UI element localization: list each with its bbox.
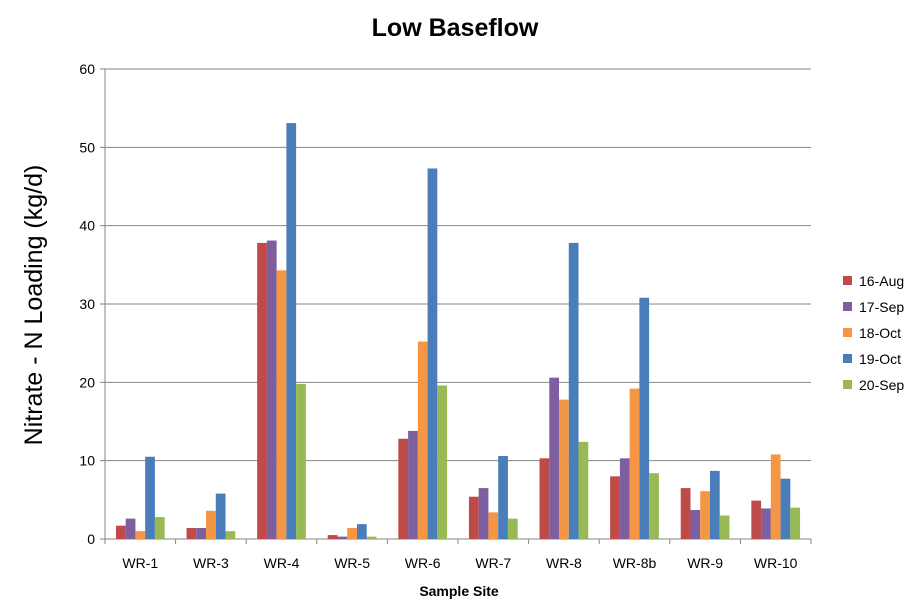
x-tick-label: WR-4 (264, 555, 300, 571)
bar-16-Aug-WR-5 (327, 535, 338, 539)
bar-17-Sep-WR-3 (196, 528, 207, 539)
y-tick-label: 0 (87, 531, 95, 547)
y-tick-label: 40 (79, 218, 95, 234)
bar-20-Sep-WR-1 (154, 517, 165, 539)
axes (100, 68, 812, 544)
bar-18-Oct-WR-7 (488, 512, 499, 539)
bar-19-Oct-WR-4 (286, 123, 297, 540)
bar-17-Sep-WR-4 (266, 240, 277, 540)
bar-20-Sep-WR-6 (437, 385, 448, 539)
bar-20-Sep-WR-5 (366, 536, 377, 539)
bar-18-Oct-WR-5 (347, 528, 357, 539)
bar-16-Aug-WR-9 (680, 488, 691, 539)
bar-17-Sep-WR-9 (690, 510, 701, 539)
legend-swatch (843, 276, 852, 285)
bar-16-Aug-WR-1 (115, 525, 126, 539)
bar-19-Oct-WR-6 (427, 168, 438, 539)
legend-label: 17-Sep (859, 299, 904, 315)
x-tick-label: WR-6 (405, 555, 441, 571)
y-tick-label: 60 (79, 61, 95, 77)
bar-19-Oct-WR-1 (145, 456, 155, 539)
legend-label: 16-Aug (859, 273, 904, 289)
bar-20-Sep-WR-10 (790, 507, 801, 539)
x-tick-label: WR-10 (754, 555, 798, 571)
chart-title: Low Baseflow (372, 14, 539, 42)
x-tick-label: WR-1 (122, 555, 158, 571)
tick-labels: 0 10 20 30 40 50 60 WR-1 WR-3 WR-4 WR-5 WR-6 WR-7 WR-… (79, 61, 797, 571)
bar-16-Aug-WR-4 (257, 242, 267, 539)
bar-17-Sep-WR-10 (761, 508, 771, 539)
bar-20-Sep-WR-7 (507, 518, 518, 539)
bar-19-Oct-WR-8b (639, 297, 650, 539)
gridlines (105, 68, 811, 462)
bar-16-Aug-WR-7 (468, 496, 479, 539)
bar-19-Oct-WR-8 (568, 242, 579, 539)
bar-17-Sep-WR-8b (619, 458, 630, 539)
bar-17-Sep-WR-7 (478, 488, 489, 539)
legend-swatch (843, 302, 852, 311)
x-tick-label: WR-5 (334, 555, 370, 571)
bar-16-Aug-WR-8 (539, 458, 550, 539)
legend-label: 19-Oct (859, 351, 901, 367)
bar-19-Oct-WR-10 (780, 478, 791, 539)
bar-18-Oct-WR-8 (559, 399, 569, 539)
x-tick-label: WR-8 (546, 555, 582, 571)
x-tick-label: WR-7 (475, 555, 511, 571)
bar-20-Sep-WR-8b (649, 473, 659, 539)
bar-18-Oct-WR-4 (276, 270, 287, 539)
legend-swatch (843, 380, 852, 389)
bar-18-Oct-WR-10 (770, 454, 781, 539)
bar-20-Sep-WR-9 (719, 515, 730, 539)
bar-18-Oct-WR-1 (135, 531, 146, 539)
legend-swatch (843, 328, 852, 337)
bar-20-Sep-WR-4 (296, 383, 306, 539)
bar-19-Oct-WR-7 (498, 455, 508, 539)
legend-swatch (843, 354, 852, 363)
y-axis-label: Nitrate - N Loading (kg/d) (20, 165, 48, 446)
y-tick-label: 30 (79, 296, 95, 312)
y-tick-label: 50 (79, 139, 95, 155)
bar-18-Oct-WR-9 (700, 491, 710, 539)
y-tick-label: 20 (79, 374, 95, 390)
bar-17-Sep-WR-5 (337, 536, 348, 539)
bar-19-Oct-WR-9 (709, 470, 720, 539)
x-tick-label: WR-9 (687, 555, 723, 571)
x-axis-label: Sample Site (419, 583, 499, 599)
bar-19-Oct-WR-5 (356, 524, 367, 539)
x-tick-label: WR-8b (613, 555, 657, 571)
legend-label: 20-Sep (859, 377, 904, 393)
bar-19-Oct-WR-3 (215, 493, 226, 539)
bar-16-Aug-WR-3 (186, 528, 197, 539)
bar-17-Sep-WR-8 (549, 377, 560, 539)
bar-16-Aug-WR-8b (610, 476, 620, 539)
bar-16-Aug-WR-6 (398, 438, 409, 539)
bar-18-Oct-WR-8b (629, 388, 640, 539)
bar-18-Oct-WR-3 (206, 510, 216, 539)
bars (115, 123, 801, 540)
legend: 16-Aug 17-Sep 18-Oct 19-Oct 20-Sep (843, 273, 904, 393)
y-tick-label: 10 (79, 453, 95, 469)
bar-16-Aug-WR-10 (751, 500, 762, 539)
legend-label: 18-Oct (859, 325, 901, 341)
x-tick-label: WR-3 (193, 555, 229, 571)
bar-17-Sep-WR-1 (125, 518, 136, 539)
bar-20-Sep-WR-3 (225, 531, 236, 539)
bar-20-Sep-WR-8 (578, 441, 589, 539)
bar-18-Oct-WR-6 (417, 341, 428, 539)
bar-17-Sep-WR-6 (408, 430, 418, 539)
